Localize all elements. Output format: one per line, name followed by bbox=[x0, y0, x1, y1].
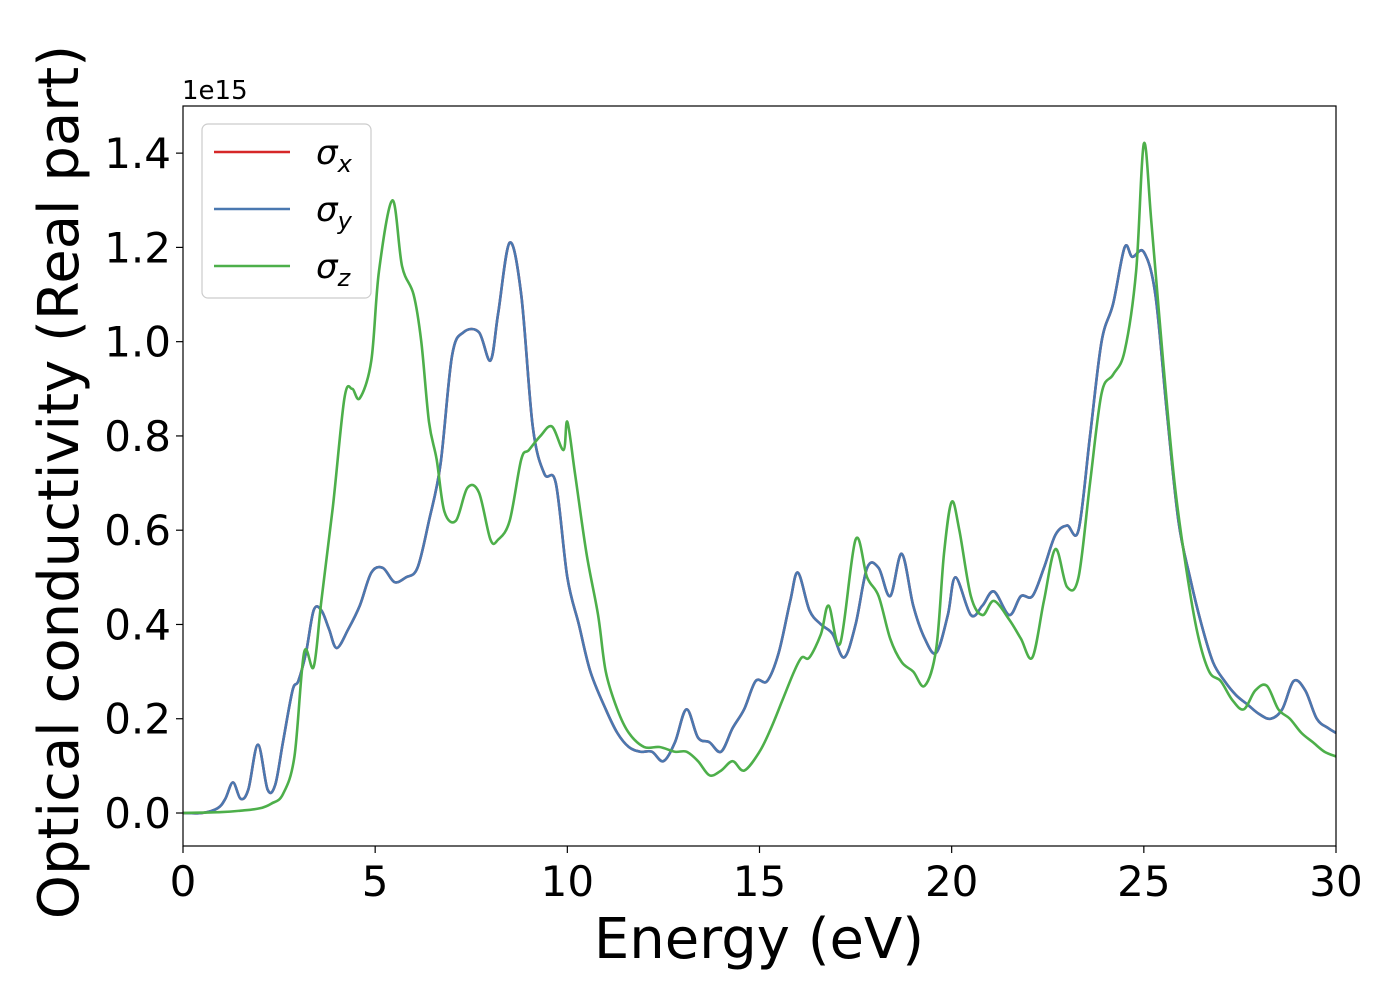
x-tick-label: 30 bbox=[1309, 857, 1362, 906]
x-tick-label: 20 bbox=[925, 857, 978, 906]
x-tick-label: 25 bbox=[1117, 857, 1170, 906]
x-tick-label: 15 bbox=[733, 857, 786, 906]
y-tick-label: 1.0 bbox=[104, 318, 171, 367]
y-tick-label: 0.2 bbox=[104, 695, 171, 744]
y-tick-label: 1.4 bbox=[104, 129, 171, 178]
y-tick-label: 1.2 bbox=[104, 223, 171, 272]
series-lines bbox=[183, 141, 1336, 815]
y-axis-label: Optical conductivity (Real part) bbox=[27, 45, 92, 919]
y-offset-label: 1e15 bbox=[182, 76, 248, 106]
x-axis: 0 5 10 15 20 25 30 bbox=[170, 846, 1363, 906]
x-tick-label: 0 bbox=[170, 857, 197, 906]
y-tick-label: 0.0 bbox=[104, 789, 171, 838]
series-line-z bbox=[183, 141, 1336, 815]
series-line-y bbox=[183, 241, 1336, 815]
x-axis-label: Energy (eV) bbox=[594, 907, 924, 972]
y-tick-label: 0.4 bbox=[104, 600, 171, 649]
x-tick-label: 5 bbox=[362, 857, 389, 906]
y-tick-label: 0.6 bbox=[104, 506, 171, 555]
legend-label-x: σx bbox=[316, 133, 353, 178]
legend-label-y: σy bbox=[316, 190, 353, 235]
y-axis: 0.0 0.2 0.4 0.6 0.8 1.0 1.2 1.4 bbox=[104, 129, 183, 838]
x-tick-label: 10 bbox=[541, 857, 594, 906]
legend-box bbox=[201, 123, 372, 299]
y-tick-label: 0.8 bbox=[104, 412, 171, 461]
legend-label-z: σz bbox=[316, 247, 352, 292]
legend: σx σy σz bbox=[201, 123, 372, 299]
